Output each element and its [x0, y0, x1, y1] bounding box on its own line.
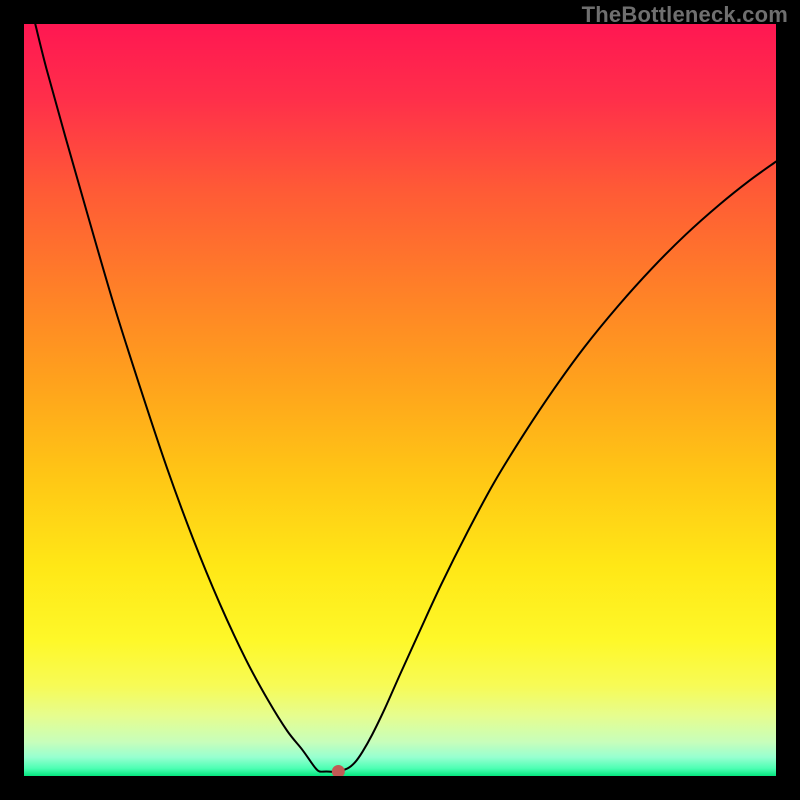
gradient-background [24, 24, 776, 776]
chart-stage: TheBottleneck.com [0, 0, 800, 800]
plot-svg [24, 24, 776, 776]
watermark-text: TheBottleneck.com [582, 2, 788, 28]
plot-area [24, 24, 776, 776]
chart-frame [24, 24, 776, 776]
